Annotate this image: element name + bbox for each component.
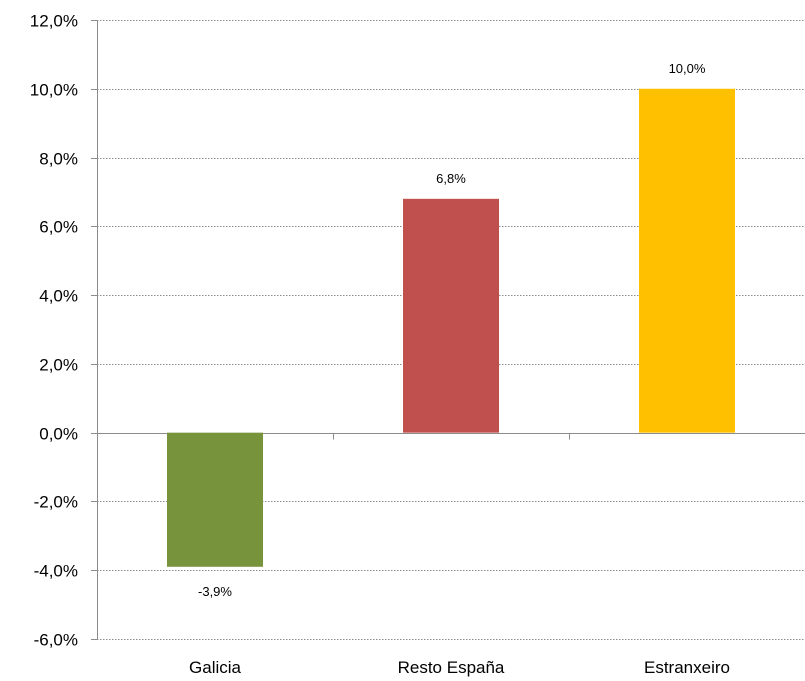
- x-tick-labels: Galicia Resto España Estranxeiro: [189, 658, 730, 677]
- bars: [167, 88, 735, 567]
- data-label: 6,8%: [436, 171, 466, 186]
- y-tick-label: 6,0%: [39, 218, 78, 237]
- data-labels: -3,9% 6,8% 10,0%: [198, 61, 706, 599]
- y-tick-label: 2,0%: [39, 356, 78, 375]
- data-label: 10,0%: [669, 61, 706, 76]
- data-label: -3,9%: [198, 584, 232, 599]
- bar-resto-españa: [403, 198, 499, 433]
- y-tick-labels: 12,0% 10,0% 8,0% 6,0% 4,0% 2,0% 0,0% -2,0% -4,0%…: [30, 12, 78, 650]
- y-tick-label: 0,0%: [39, 425, 78, 444]
- y-tick-label: 12,0%: [30, 12, 78, 31]
- y-tick-label: 8,0%: [39, 150, 78, 169]
- y-tick-label: -2,0%: [34, 493, 78, 512]
- x-tick-label: Galicia: [189, 658, 242, 677]
- y-tick-label: 4,0%: [39, 287, 78, 306]
- bar-galicia: [167, 432, 263, 567]
- x-tick-label: Resto España: [398, 658, 505, 677]
- x-tick-label: Estranxeiro: [644, 658, 730, 677]
- y-tick-label: -6,0%: [34, 631, 78, 650]
- y-tick-label: 10,0%: [30, 81, 78, 100]
- y-tick-label: -4,0%: [34, 562, 78, 581]
- bar-estranxeiro: [639, 88, 735, 433]
